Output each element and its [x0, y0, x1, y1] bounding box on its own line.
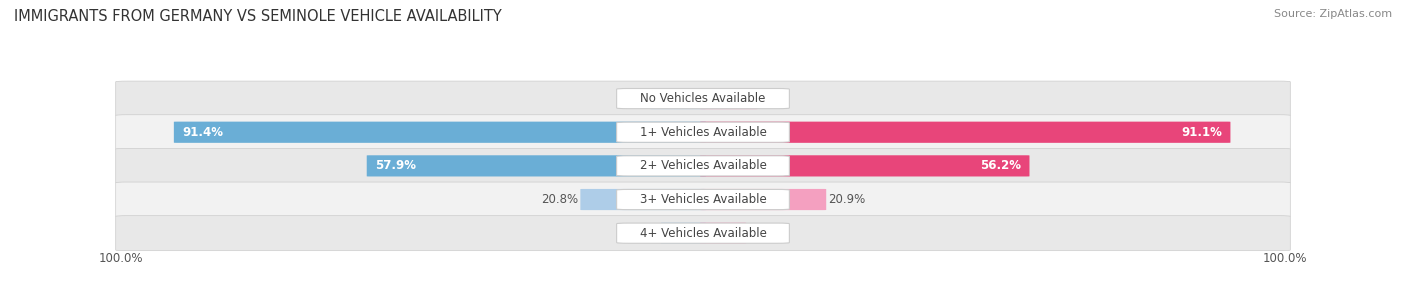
FancyBboxPatch shape	[617, 156, 789, 176]
Text: 4+ Vehicles Available: 4+ Vehicles Available	[640, 227, 766, 240]
Text: 8.7%: 8.7%	[619, 92, 648, 105]
Text: 9.0%: 9.0%	[759, 92, 789, 105]
FancyBboxPatch shape	[700, 155, 1029, 176]
FancyBboxPatch shape	[115, 81, 1291, 116]
FancyBboxPatch shape	[617, 189, 789, 210]
FancyBboxPatch shape	[115, 148, 1291, 183]
Text: IMMIGRANTS FROM GERMANY VS SEMINOLE VEHICLE AVAILABILITY: IMMIGRANTS FROM GERMANY VS SEMINOLE VEHI…	[14, 9, 502, 23]
Text: 1+ Vehicles Available: 1+ Vehicles Available	[640, 126, 766, 139]
Text: 91.1%: 91.1%	[1181, 126, 1222, 139]
Text: 6.8%: 6.8%	[630, 227, 659, 240]
FancyBboxPatch shape	[700, 88, 758, 109]
Text: 100.0%: 100.0%	[1263, 252, 1308, 265]
Text: 91.4%: 91.4%	[183, 126, 224, 139]
Text: 20.9%: 20.9%	[828, 193, 865, 206]
Text: 7.0%: 7.0%	[748, 227, 778, 240]
FancyBboxPatch shape	[174, 122, 706, 143]
Text: 57.9%: 57.9%	[375, 159, 416, 172]
FancyBboxPatch shape	[115, 182, 1291, 217]
FancyBboxPatch shape	[700, 223, 747, 244]
FancyBboxPatch shape	[650, 88, 706, 109]
Text: 2+ Vehicles Available: 2+ Vehicles Available	[640, 159, 766, 172]
FancyBboxPatch shape	[617, 88, 789, 109]
FancyBboxPatch shape	[115, 115, 1291, 150]
FancyBboxPatch shape	[115, 216, 1291, 251]
Text: 3+ Vehicles Available: 3+ Vehicles Available	[640, 193, 766, 206]
FancyBboxPatch shape	[617, 122, 789, 142]
Text: 20.8%: 20.8%	[541, 193, 579, 206]
FancyBboxPatch shape	[661, 223, 706, 244]
FancyBboxPatch shape	[700, 189, 827, 210]
FancyBboxPatch shape	[700, 122, 1230, 143]
FancyBboxPatch shape	[367, 155, 706, 176]
Text: 100.0%: 100.0%	[98, 252, 143, 265]
Text: Source: ZipAtlas.com: Source: ZipAtlas.com	[1274, 9, 1392, 19]
Text: 56.2%: 56.2%	[980, 159, 1021, 172]
Text: No Vehicles Available: No Vehicles Available	[640, 92, 766, 105]
FancyBboxPatch shape	[617, 223, 789, 243]
FancyBboxPatch shape	[581, 189, 706, 210]
